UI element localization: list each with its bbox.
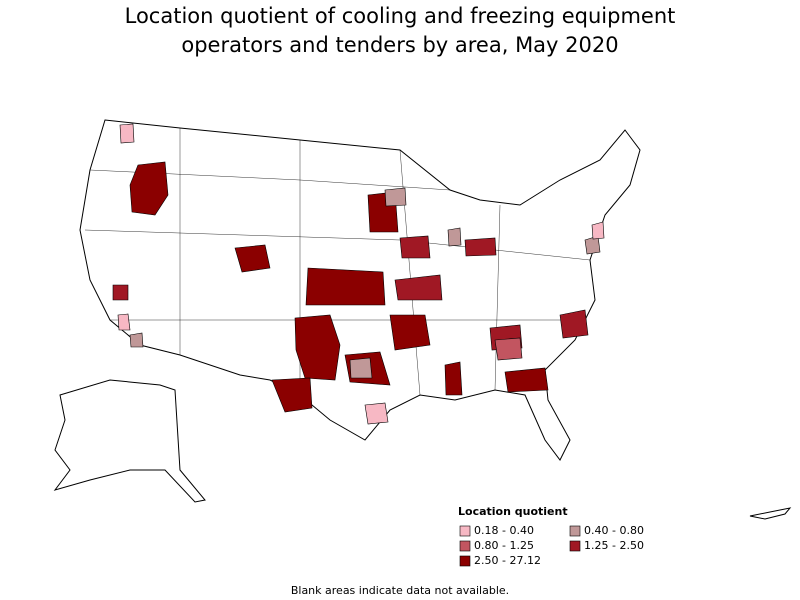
area-fill <box>129 332 144 348</box>
legend: 0.18 - 0.40 0.40 - 0.80 0.80 - 1.25 1.25 - … <box>459 524 644 567</box>
area-fill <box>349 357 373 379</box>
area-fill <box>389 314 431 351</box>
area-fill <box>444 361 463 396</box>
area-fill <box>112 284 129 301</box>
area-fill <box>394 274 443 301</box>
legend-swatch <box>459 525 471 537</box>
legend-label: 1.25 - 2.50 <box>584 539 644 552</box>
legend-label: 0.80 - 1.25 <box>474 539 534 552</box>
area-fill <box>364 402 389 425</box>
area-fill <box>119 123 135 144</box>
footnote: Blank areas indicate data not available. <box>291 584 509 597</box>
legend-label: 0.40 - 0.80 <box>584 524 644 537</box>
legend-label: 2.50 - 27.12 <box>474 554 541 567</box>
legend-swatch <box>459 555 471 567</box>
area-fill <box>305 267 386 306</box>
area-fill <box>234 244 271 273</box>
legend-swatch <box>569 525 581 537</box>
area-fill <box>399 235 431 259</box>
area-fill <box>117 313 131 331</box>
legend-label: 0.18 - 0.40 <box>474 524 534 537</box>
area-fill <box>591 221 605 240</box>
map-title: Location quotient of cooling and freezin… <box>124 4 676 57</box>
area-fill <box>464 237 497 257</box>
area-fill <box>559 309 589 339</box>
area-fills <box>112 123 605 425</box>
area-fill <box>129 161 169 216</box>
area-fill <box>504 367 549 393</box>
area-fill <box>271 377 313 413</box>
alaska <box>53 379 206 503</box>
legend-swatch <box>569 540 581 552</box>
area-fill <box>494 337 523 361</box>
area-fill <box>384 187 407 207</box>
legend-title: Location quotient <box>458 505 568 518</box>
islands <box>749 507 792 520</box>
area-fill <box>294 314 341 381</box>
legend-swatch <box>459 540 471 552</box>
area-fill <box>447 227 462 247</box>
